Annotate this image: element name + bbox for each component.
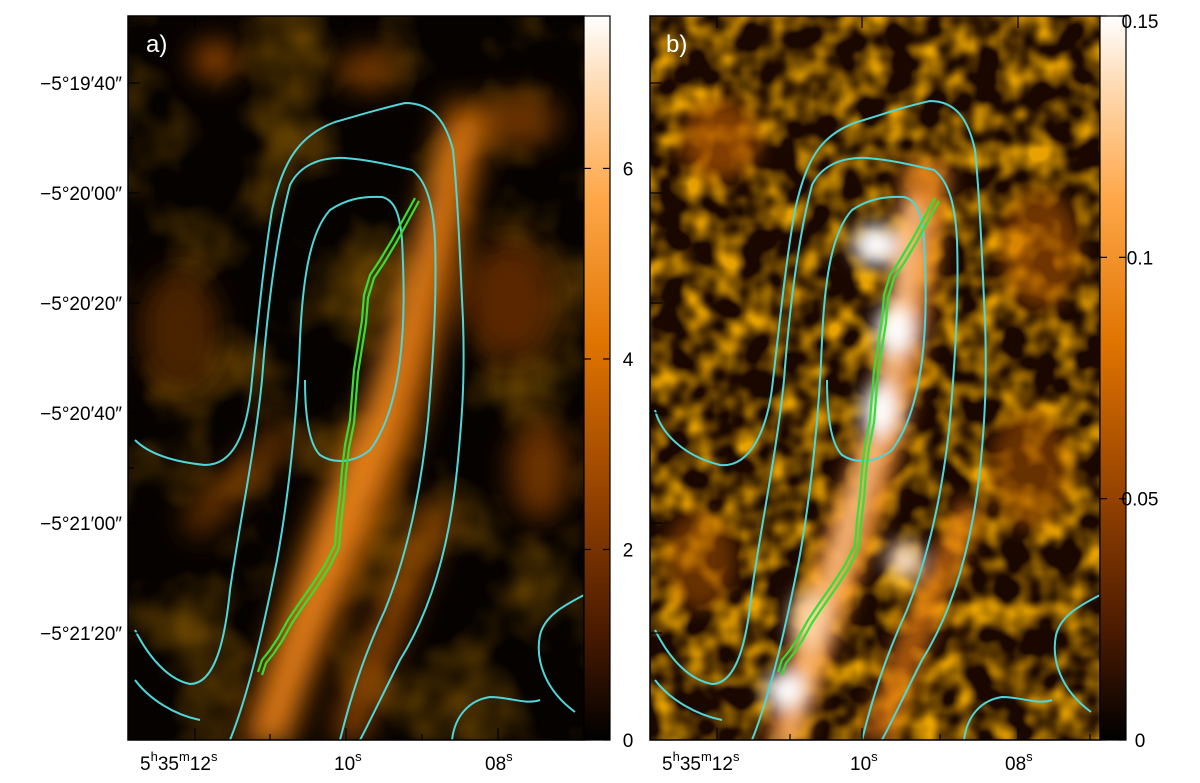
ra-label: 08s [485,749,513,775]
ra-label: 5h35m12s [662,749,740,775]
panel-a: a) 0 2 4 6 [127,15,634,752]
dec-label: −5°21′20″ [40,624,122,645]
ra-label: 10s [850,749,878,775]
panel-a-image [128,16,584,740]
panel-a-ticks [128,16,571,740]
colorbar-tick-label: 0.15 [1122,12,1159,33]
ra-label: 5h35m12s [140,749,218,775]
dec-label: −5°20′20″ [40,294,122,315]
colorbar-tick-label: 0 [1135,731,1146,752]
panel-b-ticks [650,16,1091,740]
panel-a-label: a) [146,31,167,58]
colorbar-a [583,15,611,741]
ra-axis-labels-b: 5h35m12s 10s 08s [662,749,1033,775]
ra-label: 10s [334,749,362,775]
panel-b-label: b) [666,31,687,58]
colorbar-tick-label: 0.1 [1127,248,1153,269]
colorbar-tick-label: 6 [623,159,634,180]
colorbar-tick-label: 0 [623,731,634,752]
dec-label: −5°21′00″ [40,514,122,535]
colorbar-tick-label: 4 [623,350,634,371]
dec-label: −5°20′00″ [40,184,122,205]
colorbar-a-ticks: 0 2 4 6 [584,159,634,752]
ra-axis-labels-a: 5h35m12s 10s 08s [140,749,513,775]
colorbar-tick-label: 2 [623,540,634,561]
panel-b-image [650,16,1100,740]
colorbar-b [1099,15,1127,741]
dec-axis-labels: −5°19′40″ −5°20′00″ −5°20′20″ −5°20′40″ … [40,74,122,645]
dec-label: −5°19′40″ [40,74,122,95]
panel-b: b) 0 0.05 0.1 0.15 [649,12,1158,752]
dec-label: −5°20′40″ [40,404,122,425]
colorbar-tick-label: 0.05 [1122,490,1159,511]
ra-label: 08s [1005,749,1033,775]
colorbar-b-ticks: 0 0.05 0.1 0.15 [1100,12,1158,752]
